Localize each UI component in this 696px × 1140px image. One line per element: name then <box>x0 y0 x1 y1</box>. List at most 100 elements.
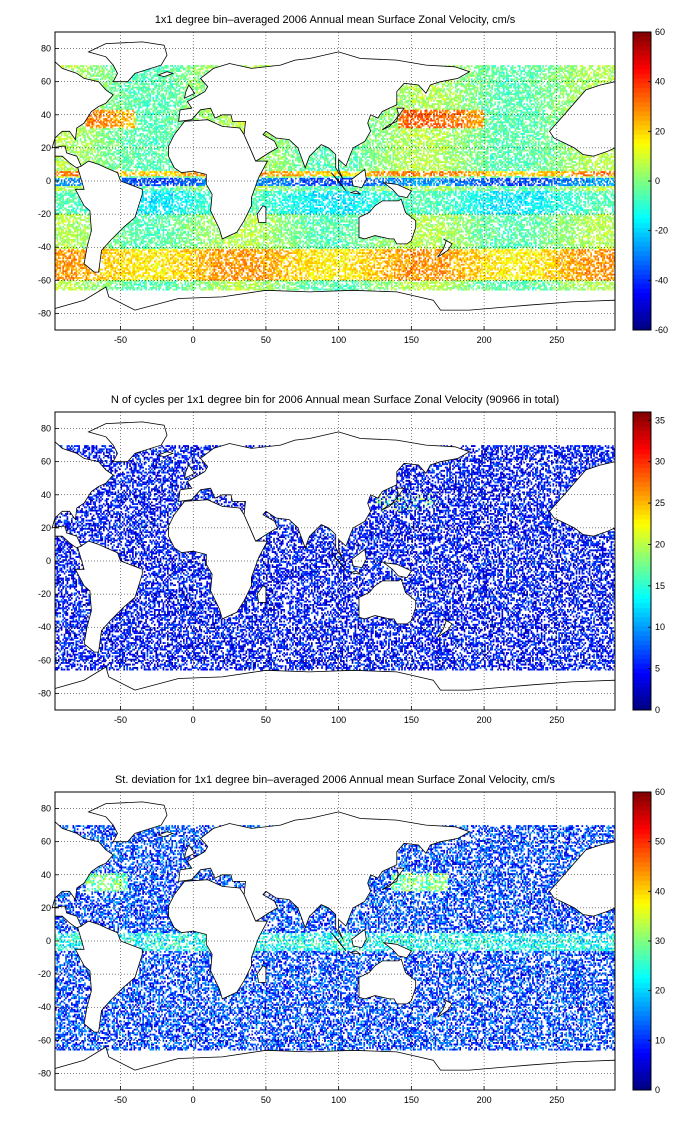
colorbar-segment <box>633 69 651 75</box>
colorbar-segment <box>633 444 651 450</box>
x-tick-label: 100 <box>331 1095 346 1105</box>
colorbar-segment <box>633 565 651 571</box>
colorbar-segment <box>633 1062 651 1068</box>
colorbar-segment <box>633 472 651 478</box>
y-tick-label: 80 <box>41 424 51 434</box>
colorbar-segment <box>633 570 651 576</box>
colorbar-segment <box>633 945 651 951</box>
data-cell-group <box>55 825 616 1051</box>
colorbar-segment <box>633 283 651 289</box>
colorbar-segment <box>633 250 651 256</box>
land-polygon <box>157 451 175 458</box>
colorbar-segment <box>633 561 651 566</box>
colorbar-segment <box>633 255 651 261</box>
panel-zonal-velocity: 1x1 degree bin–averaged 2006 Annual mean… <box>0 0 696 360</box>
colorbar-segment <box>633 78 651 84</box>
land-polygon <box>382 942 412 959</box>
colorbar-tick-label: 20 <box>655 986 665 996</box>
colorbar-tick-label: 40 <box>655 886 665 896</box>
land-polygon <box>350 190 361 195</box>
colorbar-segment <box>633 1034 651 1040</box>
land-polygon <box>178 431 471 560</box>
x-tick-label: 250 <box>549 335 564 345</box>
y-tick-label: -20 <box>38 589 51 599</box>
panel-cycle-count: N of cycles per 1x1 degree bin for 2006 … <box>0 380 696 740</box>
data-cell-group <box>376 501 398 510</box>
colorbar-segment <box>633 519 651 525</box>
y-tick-label: -20 <box>38 969 51 979</box>
colorbar-segment <box>633 677 651 683</box>
data-cell-group <box>377 498 432 509</box>
colorbar-segment <box>633 227 651 233</box>
data-cell-group <box>56 177 616 187</box>
colorbar-segment <box>633 649 651 655</box>
colorbar-segment <box>633 316 651 321</box>
data-cell-group <box>385 494 430 504</box>
colorbar-segment <box>633 866 651 872</box>
colorbar-segment <box>633 92 651 98</box>
land-polygon <box>256 205 267 223</box>
colorbar-segment <box>633 218 651 224</box>
land-polygon <box>437 238 453 258</box>
land-polygon <box>74 160 143 273</box>
grid <box>55 792 615 1090</box>
colorbar-segment <box>633 644 651 650</box>
colorbar-tick-label: 40 <box>655 77 665 87</box>
colorbar-segment <box>633 635 651 641</box>
colorbar-segment <box>633 292 651 298</box>
data-cell-group <box>55 825 616 1051</box>
colorbar-segment <box>633 950 651 956</box>
land-polygon <box>256 965 267 983</box>
colorbar-tick-label: 60 <box>655 787 665 797</box>
colorbar-segment <box>633 232 651 238</box>
colorbar-segment <box>633 1048 651 1054</box>
colorbar-segment <box>633 792 651 797</box>
colorbar-segment <box>633 579 651 585</box>
colorbar-segment <box>633 894 651 900</box>
colorbar-segment <box>633 325 651 331</box>
colorbar-segment <box>633 686 651 692</box>
colorbar-segment <box>633 111 651 117</box>
data-cell-group <box>55 65 616 291</box>
colorbar-tick-label: 5 <box>655 664 660 674</box>
colorbar: 60 40 20 0 -20 -40 -60 <box>632 27 668 335</box>
colorbar-segment <box>633 260 651 266</box>
colorbar-segment <box>633 801 651 807</box>
y-tick-label: 20 <box>41 143 51 153</box>
colorbar-segment <box>633 682 651 688</box>
colorbar-segment <box>633 36 651 42</box>
data-cell-group <box>56 177 610 187</box>
colorbar-segment <box>633 439 651 445</box>
colorbar-segment <box>633 208 651 214</box>
colorbar-segment <box>633 458 651 464</box>
colorbar-segment <box>633 1038 651 1044</box>
colorbar-segment <box>633 153 651 159</box>
colorbar-segment <box>633 593 651 599</box>
land-polygon <box>74 540 143 653</box>
x-tick-label: -50 <box>114 335 127 345</box>
colorbar-segment <box>633 302 651 308</box>
x-tick-label: 200 <box>477 715 492 725</box>
colorbar-segment <box>633 311 651 317</box>
colorbar-tick-label: 20 <box>655 539 665 549</box>
colorbar-segment <box>633 847 651 853</box>
colorbar-segment <box>633 875 651 881</box>
colorbar-tick-label: 60 <box>655 27 665 37</box>
colorbar-segment <box>633 908 651 914</box>
colorbar-segment <box>633 171 651 177</box>
colorbar-segment <box>633 696 651 701</box>
colorbar-tick-label: 0 <box>655 176 660 186</box>
y-tick-label: -80 <box>38 308 51 318</box>
data-cell-group <box>55 109 616 281</box>
colorbar-segment <box>633 861 651 867</box>
land-polygon <box>331 932 347 952</box>
y-tick-label: 0 <box>46 176 51 186</box>
colorbar-segment <box>633 421 651 427</box>
land-polygon <box>54 666 616 711</box>
colorbar-segment <box>633 246 651 252</box>
colorbar-segment <box>633 430 651 436</box>
colorbar-segment <box>633 264 651 270</box>
colorbar-segment <box>633 143 651 149</box>
data-cell-group <box>382 498 419 512</box>
colorbar-segment <box>633 41 651 47</box>
